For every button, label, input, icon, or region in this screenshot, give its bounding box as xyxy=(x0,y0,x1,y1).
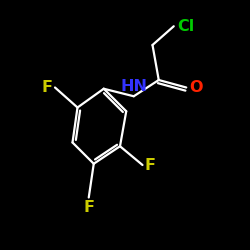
Text: F: F xyxy=(42,80,52,95)
Text: O: O xyxy=(189,80,202,95)
Text: F: F xyxy=(145,158,156,172)
Text: HN: HN xyxy=(120,79,147,94)
Text: Cl: Cl xyxy=(177,19,194,34)
Text: F: F xyxy=(83,200,94,215)
